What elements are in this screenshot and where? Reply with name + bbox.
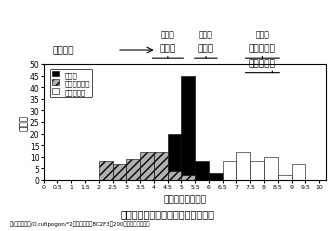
Bar [113,164,126,180]
Legend: 罹病性, 抵抗性ヘテロ, 抵抗性ホモ: 罹病性, 抵抗性ヘテロ, 抵抗性ホモ [50,69,92,97]
Bar [264,157,278,180]
Text: コシヒカリ: コシヒカリ [249,59,276,68]
Text: （弱）: （弱） [255,30,269,39]
Bar [292,164,305,180]
Bar [99,162,113,180]
Text: 基準品種: 基準品種 [52,46,74,55]
Y-axis label: 系統数: 系統数 [19,114,28,131]
Bar [237,152,250,180]
Bar [140,152,154,180]
Bar [223,162,237,180]
Bar [278,176,292,180]
Bar [154,159,168,180]
Text: （中）: （中） [199,30,213,39]
X-axis label: 葉いもち発病程度: 葉いもち発病程度 [163,195,206,204]
Bar [168,171,181,180]
Bar [195,162,209,180]
Bar [168,134,181,180]
Bar [181,176,195,180]
Bar [250,162,264,180]
Text: 注)コシヒカリ/O.rufipogon/*2コシヒカリのBC2F3　200系統を用いて解析: 注)コシヒカリ/O.rufipogon/*2コシヒカリのBC2F3 200系統を… [10,221,151,226]
Text: イナバワセ: イナバワセ [249,44,276,53]
Text: （強）: （強） [161,30,175,39]
Bar [181,76,195,180]
Bar [154,152,168,180]
Text: 黄金錦: 黄金錦 [160,44,176,53]
Text: 図１．葉いもち発病程度の頻度分布: 図１．葉いもち発病程度の頻度分布 [121,208,215,218]
Bar [209,173,223,180]
Text: 日本晴: 日本晴 [198,44,214,53]
Bar [140,169,154,180]
Bar [126,159,140,180]
